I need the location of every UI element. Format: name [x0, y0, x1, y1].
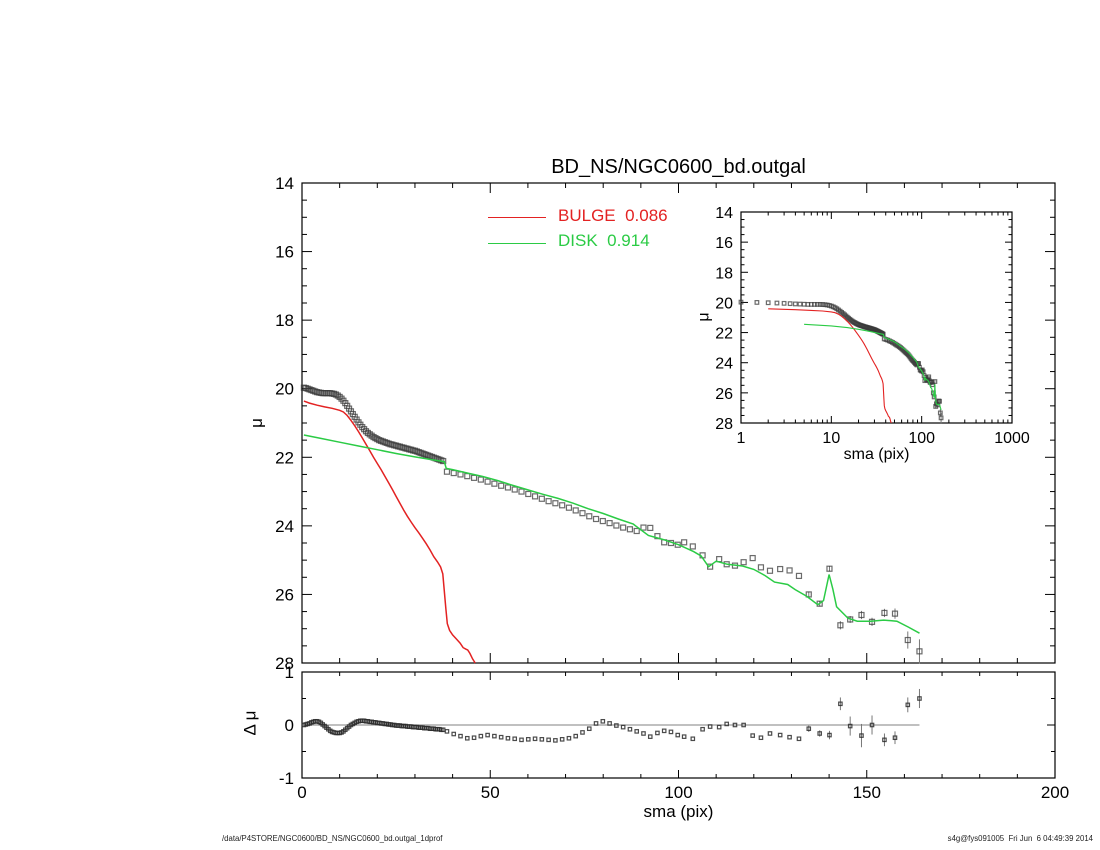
inset-bulge-line [768, 308, 892, 424]
svg-text:10: 10 [822, 430, 840, 447]
footer-user-timestamp: s4g@fys091005 Fri Jun 6 04:49:39 2014 [947, 834, 1093, 843]
svg-text:100: 100 [664, 783, 692, 802]
main-observed-points [300, 384, 923, 664]
residual-series [301, 688, 922, 748]
svg-text:50: 50 [481, 783, 500, 802]
svg-text:28: 28 [715, 416, 733, 433]
svg-text:22: 22 [275, 448, 294, 467]
inset-x-axis-label: sma (pix) [843, 446, 910, 463]
svg-text:1: 1 [737, 430, 746, 447]
svg-text:18: 18 [715, 265, 733, 282]
inset-disk-line [804, 323, 942, 411]
main-series [300, 384, 923, 664]
svg-text:14: 14 [715, 205, 733, 222]
svg-text:14: 14 [275, 174, 294, 193]
svg-text:0: 0 [285, 716, 294, 735]
svg-text:200: 200 [1041, 783, 1069, 802]
inset-panel-axes: 1 10 100 1000 14 16 18 20 22 24 26 28 [715, 205, 1030, 447]
inset-observed-points [738, 299, 944, 424]
svg-text:0: 0 [297, 783, 306, 802]
svg-text:1: 1 [285, 663, 294, 682]
main-disk-line [303, 434, 920, 634]
legend-disk-label: DISK 0.914 [558, 231, 650, 250]
svg-text:16: 16 [275, 243, 294, 262]
svg-text:20: 20 [275, 380, 294, 399]
svg-text:26: 26 [275, 585, 294, 604]
footer-file-path: /data/P4STORE/NGC0600/BD_NS/NGC0600_bd.o… [222, 834, 443, 843]
residual-observed-points [301, 688, 922, 748]
inset-series [738, 299, 944, 424]
svg-text:24: 24 [715, 356, 733, 373]
legend-bulge-label: BULGE 0.086 [558, 206, 668, 225]
svg-text:28: 28 [275, 654, 294, 673]
main-panel-axes: 14 16 18 20 22 24 26 28 [275, 174, 1056, 673]
svg-text:24: 24 [275, 517, 294, 536]
residual-panel-axes: 0 50 100 150 200-101 [279, 663, 1069, 802]
disk-line-swatch [488, 243, 546, 244]
svg-text:100: 100 [908, 430, 935, 447]
inset-y-axis-label: μ [695, 312, 713, 322]
residual-y-axis-label: Δ μ [240, 710, 260, 736]
main-bulge-line [303, 400, 476, 664]
residual-x-axis-label: sma (pix) [643, 802, 714, 821]
svg-text:26: 26 [715, 386, 733, 403]
svg-text:150: 150 [853, 783, 881, 802]
legend-bulge-swatch [488, 217, 546, 218]
bulge-line-swatch [488, 217, 546, 218]
plot-title: BD_NS/NGC0600_bd.outgal [551, 156, 806, 178]
svg-text:1000: 1000 [994, 430, 1030, 447]
svg-text:-1: -1 [279, 769, 294, 788]
svg-text:20: 20 [715, 295, 733, 312]
legend-disk-swatch [488, 243, 546, 244]
svg-text:18: 18 [275, 311, 294, 330]
main-y-axis-label: μ [246, 418, 266, 428]
svg-text:22: 22 [715, 326, 733, 343]
svg-text:16: 16 [715, 235, 733, 252]
